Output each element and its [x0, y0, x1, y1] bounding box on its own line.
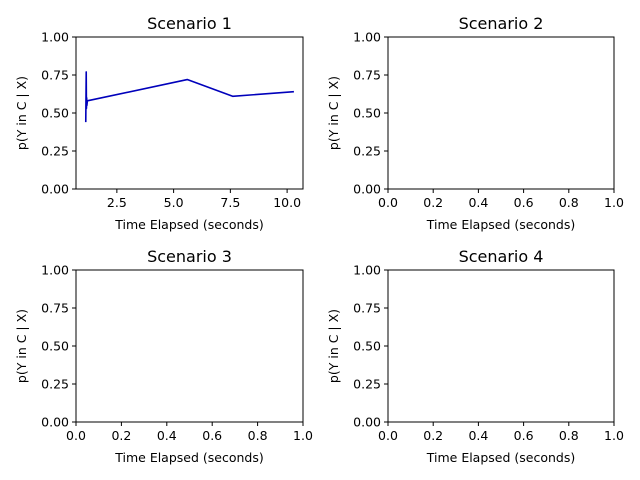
x-axis-label: Time Elapsed (seconds): [114, 450, 264, 465]
y-tick-label: 0.50: [353, 339, 381, 354]
x-tick-label: 0.0: [378, 428, 398, 443]
subplot-title: Scenario 3: [147, 247, 232, 266]
y-tick-label: 0.00: [41, 415, 69, 430]
y-axis-label: p(Y in C | X): [14, 309, 29, 383]
y-tick-label: 0.75: [353, 301, 381, 316]
x-axis-label: Time Elapsed (seconds): [426, 450, 576, 465]
y-tick-label: 1.00: [41, 263, 69, 278]
y-tick-label: 1.00: [353, 263, 381, 278]
subplot-3: 0.0 0.2 0.4 0.6 0.8 1.0 0.00 0.25 0.50 0.75 1.00 Sc…: [14, 247, 313, 465]
y-tick-label: 1.00: [41, 30, 69, 45]
y-tick-label: 0.50: [41, 339, 69, 354]
x-tick-label: 0.6: [514, 195, 534, 210]
subplot-1: 2.5 5.0 7.5 10.0 0.00 0.25 0.50 0.75 1.00 Scenari…: [14, 14, 304, 232]
subplot-title: Scenario 1: [147, 14, 232, 33]
x-tick-label: 0.0: [66, 428, 86, 443]
x-tick-label: 0.2: [111, 428, 131, 443]
y-tick-label: 0.00: [353, 182, 381, 197]
x-tick-label: 1.0: [604, 195, 624, 210]
y-tick-label: 0.00: [41, 182, 69, 197]
y-tick-label: 0.25: [41, 144, 69, 159]
y-axis-label: p(Y in C | X): [14, 76, 29, 150]
y-tick-label: 0.25: [353, 377, 381, 392]
y-tick-label: 0.50: [41, 106, 69, 121]
y-tick-label: 0.75: [353, 68, 381, 83]
y-axis-label: p(Y in C | X): [326, 76, 341, 150]
y-tick-label: 0.25: [41, 377, 69, 392]
subplot-2: 0.0 0.2 0.4 0.6 0.8 1.0 0.00 0.25 0.50 0.75 1.00 Sc…: [326, 14, 624, 232]
x-tick-label: 0.8: [559, 195, 579, 210]
x-tick-label: 10.0: [273, 195, 301, 210]
x-tick-label: 0.0: [378, 195, 398, 210]
y-axis-label: p(Y in C | X): [326, 309, 341, 383]
x-tick-label: 1.0: [604, 428, 624, 443]
x-tick-label: 5.0: [164, 195, 184, 210]
y-tick-label: 0.75: [41, 301, 69, 316]
y-tick-label: 0.75: [41, 68, 69, 83]
x-tick-label: 0.4: [468, 195, 488, 210]
y-tick-label: 1.00: [353, 30, 381, 45]
subplot-title: Scenario 4: [459, 247, 544, 266]
x-tick-label: 0.6: [202, 428, 222, 443]
x-axis-label: Time Elapsed (seconds): [426, 217, 576, 232]
y-tick-label: 0.25: [353, 144, 381, 159]
x-tick-label: 0.2: [423, 428, 443, 443]
x-axis-label: Time Elapsed (seconds): [114, 217, 264, 232]
x-tick-label: 1.0: [293, 428, 313, 443]
x-tick-label: 0.6: [514, 428, 534, 443]
x-tick-label: 0.8: [559, 428, 579, 443]
x-tick-label: 0.4: [157, 428, 177, 443]
subplot-4: 0.0 0.2 0.4 0.6 0.8 1.0 0.00 0.25 0.50 0.75 1.00 Sc…: [326, 247, 624, 465]
x-tick-label: 7.5: [220, 195, 240, 210]
series-line-1: [84, 71, 294, 123]
y-tick-label: 0.50: [353, 106, 381, 121]
x-tick-label: 0.8: [248, 428, 268, 443]
subplot-title: Scenario 2: [459, 14, 544, 33]
y-tick-label: 0.00: [353, 415, 381, 430]
x-tick-label: 0.2: [423, 195, 443, 210]
x-tick-label: 2.5: [107, 195, 127, 210]
x-tick-label: 0.4: [468, 428, 488, 443]
